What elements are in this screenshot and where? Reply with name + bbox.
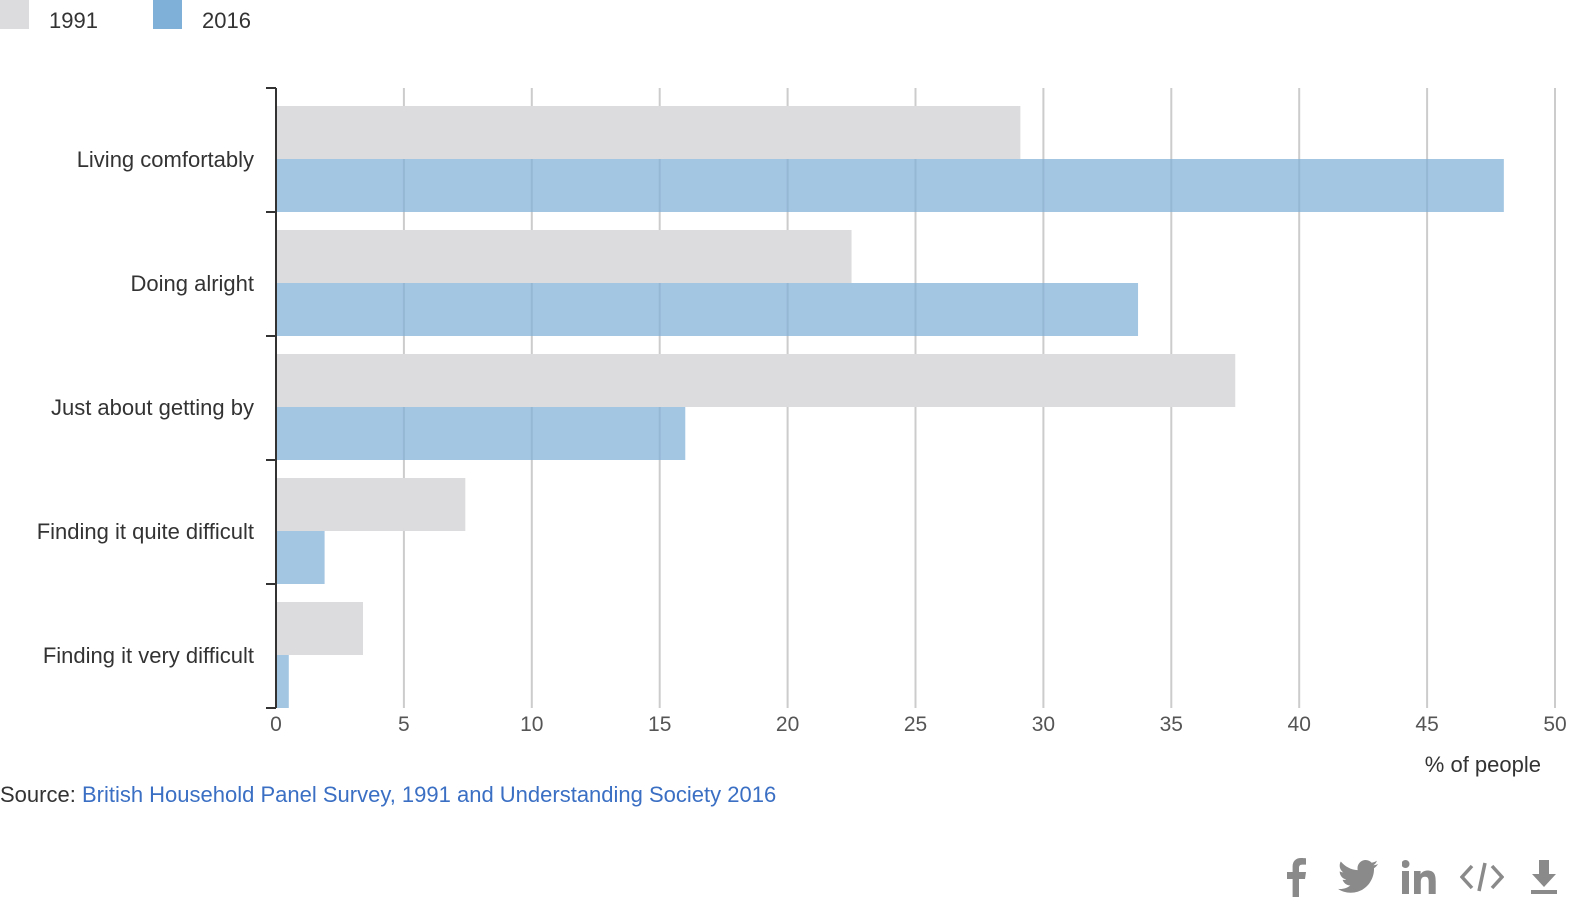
bar-finding-it-very-difficult-2016: [276, 655, 289, 708]
linkedin-share-button[interactable]: [1389, 852, 1451, 902]
bar-just-about-getting-by-2016: [276, 407, 686, 460]
download-icon: [1531, 860, 1557, 894]
facebook-share-button[interactable]: [1265, 852, 1327, 902]
x-tick-label-10: 10: [520, 713, 543, 736]
x-axis-label: % of people: [1425, 752, 1541, 777]
download-button[interactable]: [1513, 852, 1575, 902]
category-label-just-about-getting-by: Just about getting by: [51, 395, 254, 420]
legend-item-1991[interactable]: 1991: [0, 0, 98, 34]
bar-finding-it-quite-difficult-1991: [276, 478, 466, 531]
embed-code-button[interactable]: [1451, 852, 1513, 902]
bar-living-comfortably-2016: [276, 159, 1504, 212]
x-tick-label-40: 40: [1288, 713, 1311, 736]
x-tick-label-35: 35: [1160, 713, 1183, 736]
source-prefix: Source:: [0, 782, 82, 807]
x-tick-label-45: 45: [1415, 713, 1438, 736]
bar-doing-alright-2016: [276, 283, 1139, 336]
source-line: Source: British Household Panel Survey, …: [0, 782, 776, 808]
category-label-finding-it-very-difficult: Finding it very difficult: [43, 643, 254, 668]
linkedin-icon: [1402, 860, 1436, 894]
legend-item-2016[interactable]: 2016: [153, 0, 251, 34]
x-tick-label-15: 15: [648, 713, 671, 736]
bar-doing-alright-1991: [276, 230, 852, 283]
legend-label-1991: 1991: [49, 8, 98, 33]
source-link[interactable]: British Household Panel Survey, 1991 and…: [81, 782, 777, 807]
legend-label-2016: 2016: [202, 8, 251, 33]
twitter-icon: [1338, 860, 1378, 893]
x-tick-label-20: 20: [776, 713, 799, 736]
x-tick-label-0: 0: [270, 713, 282, 736]
embed-code-icon: [1460, 862, 1504, 892]
twitter-share-button[interactable]: [1327, 852, 1389, 902]
x-tick-label-25: 25: [904, 713, 927, 736]
facebook-icon: [1287, 858, 1306, 897]
x-tick-label-5: 5: [398, 713, 410, 736]
legend-swatch-1991: [0, 0, 29, 29]
category-label-finding-it-quite-difficult: Finding it quite difficult: [37, 519, 254, 544]
x-tick-label-30: 30: [1032, 713, 1055, 736]
category-label-doing-alright: Doing alright: [130, 271, 254, 296]
x-tick-label-50: 50: [1543, 713, 1566, 736]
legend-swatch-2016: [153, 0, 182, 29]
share-toolbar: [1265, 852, 1575, 902]
category-label-living-comfortably: Living comfortably: [77, 147, 254, 172]
bar-finding-it-very-difficult-1991: [276, 602, 363, 655]
bar-just-about-getting-by-1991: [276, 354, 1236, 407]
bar-finding-it-quite-difficult-2016: [276, 531, 325, 584]
bar-living-comfortably-1991: [276, 106, 1021, 159]
